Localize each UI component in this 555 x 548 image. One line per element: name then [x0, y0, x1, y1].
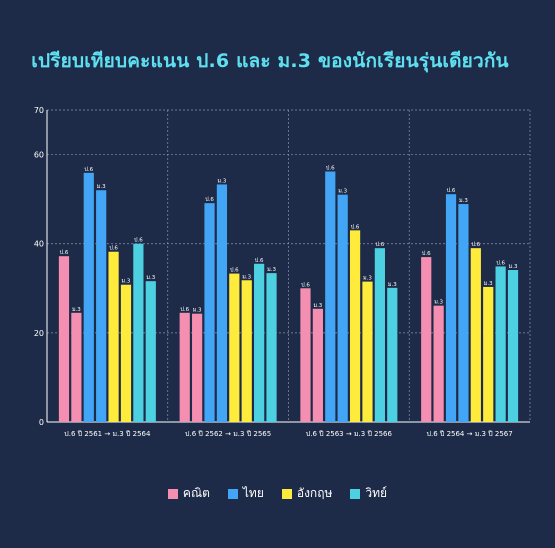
bar: [108, 251, 119, 422]
bar-label: ป.6: [134, 237, 143, 244]
bar: [325, 171, 336, 422]
bar: [495, 266, 506, 422]
legend-item: คณิต: [167, 484, 210, 503]
bar: [507, 270, 519, 422]
bar-label: ม.3: [313, 303, 322, 309]
bar: [470, 248, 481, 422]
legend-label: อังกฤษ: [296, 486, 333, 500]
bar: [71, 312, 82, 422]
bar-label: ป.6: [351, 223, 360, 230]
bar: [349, 230, 361, 422]
x-tick-label: ป.6 ปี 2564 → ม.3 ปี 2567: [427, 430, 513, 438]
bar-label: ม.3: [484, 281, 493, 287]
bar: [362, 281, 373, 422]
bar-label: ป.6: [205, 196, 214, 203]
legend-item: ไทย: [227, 484, 264, 503]
bar-label: ป.6: [496, 259, 505, 266]
bar: [433, 305, 444, 422]
y-tick-label: 20: [34, 329, 44, 338]
legend: คณิต ไทย อังกฤษ วิทย์: [0, 484, 555, 503]
bar-label: ม.3: [242, 274, 251, 280]
legend-swatch: [350, 488, 361, 499]
bar-label: ม.3: [97, 184, 106, 190]
bar: [241, 280, 252, 422]
legend-item: วิทย์: [350, 484, 387, 503]
bar-label: ม.3: [146, 275, 155, 281]
bar-label: ม.3: [217, 178, 226, 184]
legend-swatch: [281, 488, 292, 499]
bar-label: ม.3: [363, 276, 372, 282]
bar-label: ม.3: [388, 282, 397, 288]
bar: [300, 288, 311, 422]
bar-label: ม.3: [72, 307, 81, 313]
bar-label: ป.6: [422, 250, 431, 257]
legend-label: ไทย: [242, 486, 264, 500]
legend-swatch: [167, 488, 178, 499]
bar: [58, 256, 70, 422]
legend-label: วิทย์: [365, 486, 388, 500]
bar: [83, 172, 94, 422]
legend-label: คณิต: [182, 486, 210, 500]
bar-label: ม.3: [338, 189, 347, 195]
bar: [216, 184, 228, 422]
bar-label: ป.6: [84, 166, 93, 173]
bar-label: ป.6: [255, 257, 264, 264]
bar: [145, 281, 156, 422]
bar-label: ป.6: [230, 267, 239, 274]
bar-label: ป.6: [471, 241, 480, 248]
bar-label: ป.6: [376, 241, 385, 248]
bar: [387, 287, 398, 422]
x-tick-label: ป.6 ปี 2561 → ม.3 ปี 2564: [64, 430, 151, 438]
bar: [266, 273, 277, 422]
bar: [312, 308, 323, 422]
bar: [254, 263, 265, 422]
bar: [204, 203, 215, 422]
bar: [483, 286, 494, 422]
bar: [120, 284, 132, 422]
bar: [458, 204, 469, 422]
bar-label: ป.6: [301, 281, 310, 288]
bar-label: ป.6: [60, 249, 69, 256]
bars: [58, 171, 519, 422]
bar-label: ม.3: [459, 198, 468, 204]
bar-label: ม.3: [509, 264, 518, 270]
bar-label: ป.6: [109, 245, 118, 252]
bar: [192, 313, 203, 422]
y-tick-label: 0: [39, 418, 44, 427]
x-tick-label: ป.6 ปี 2563 → ม.3 ปี 2566: [306, 430, 393, 438]
bar-label: ป.6: [326, 165, 335, 172]
bar: [445, 194, 457, 422]
bar: [421, 257, 432, 422]
bar: [133, 243, 144, 422]
bar-label: ป.6: [447, 187, 456, 194]
bar-label: ม.3: [267, 267, 276, 273]
legend-swatch: [227, 488, 238, 499]
y-tick-label: 70: [34, 106, 44, 115]
y-tick-label: 40: [34, 240, 44, 249]
bar: [229, 273, 240, 422]
grid-lines: [46, 109, 531, 422]
bar-label: ม.3: [193, 308, 202, 314]
bar-label: ป.6: [180, 306, 189, 313]
bar: [374, 248, 385, 422]
y-tick-label: 60: [34, 151, 44, 160]
legend-item: อังกฤษ: [281, 484, 333, 503]
bar-label: ม.3: [122, 279, 131, 285]
bar: [96, 190, 107, 422]
bar: [337, 194, 348, 422]
x-tick-label: ป.6 ปี 2562 → ม.3 ปี 2565: [185, 430, 271, 438]
bar-label: ม.3: [434, 300, 443, 306]
bar: [179, 312, 190, 422]
chart-title: เปรียบเทียบคะแนน ป.6 และ ม.3 ของนักเรียน…: [31, 50, 509, 72]
